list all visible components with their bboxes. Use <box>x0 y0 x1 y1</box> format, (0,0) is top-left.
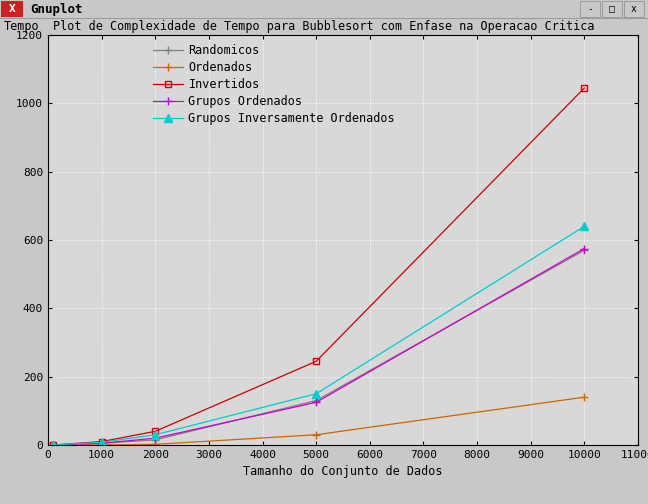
Bar <box>580 1 600 17</box>
Grupos Ordenados <box>152 435 159 441</box>
Line: Grupos Inversamente Ordenados: Grupos Inversamente Ordenados <box>49 222 588 449</box>
Randomicos <box>98 440 106 447</box>
Text: X: X <box>8 4 16 14</box>
X-axis label: Tamanho do Conjunto de Dados: Tamanho do Conjunto de Dados <box>243 465 443 478</box>
Line: Ordenados: Ordenados <box>49 393 588 449</box>
Ordenados <box>49 442 57 448</box>
Ordenados <box>581 394 588 400</box>
Bar <box>602 1 622 17</box>
Line: Grupos Ordenados: Grupos Ordenados <box>49 244 588 449</box>
Text: -: - <box>587 4 593 14</box>
Bar <box>1 1 23 17</box>
Grupos Inversamente Ordenados <box>49 442 57 448</box>
Randomicos <box>312 398 320 404</box>
Text: x: x <box>631 4 637 14</box>
Text: Tempo: Tempo <box>4 20 40 33</box>
Invertidos <box>49 442 57 448</box>
Line: Invertidos: Invertidos <box>50 85 588 449</box>
Ordenados <box>312 432 320 438</box>
Invertidos <box>312 358 320 364</box>
Grupos Ordenados <box>98 440 106 447</box>
Randomicos <box>581 247 588 254</box>
Grupos Ordenados <box>581 245 588 251</box>
Legend: Randomicos, Ordenados, Invertidos, Grupos Ordenados, Grupos Inversamente Ordenad: Randomicos, Ordenados, Invertidos, Grupo… <box>148 39 400 130</box>
Text: Plot de Complexidade de Tempo para Bubblesort com Enfase na Operacao Critica: Plot de Complexidade de Tempo para Bubbl… <box>53 20 595 33</box>
Text: Gnuplot: Gnuplot <box>30 3 82 16</box>
Grupos Ordenados <box>49 442 57 448</box>
Randomicos <box>152 437 159 443</box>
Invertidos <box>581 85 588 91</box>
Grupos Inversamente Ordenados <box>581 223 588 229</box>
Line: Randomicos: Randomicos <box>49 246 588 449</box>
Text: □: □ <box>609 4 615 14</box>
Invertidos <box>98 438 106 445</box>
Grupos Inversamente Ordenados <box>98 439 106 446</box>
Bar <box>0 0 648 18</box>
Randomicos <box>49 442 57 448</box>
Ordenados <box>98 442 106 448</box>
Grupos Ordenados <box>312 399 320 405</box>
Bar <box>624 1 644 17</box>
Grupos Inversamente Ordenados <box>312 391 320 397</box>
Invertidos <box>152 428 159 434</box>
Grupos Inversamente Ordenados <box>152 432 159 438</box>
Ordenados <box>152 442 159 448</box>
